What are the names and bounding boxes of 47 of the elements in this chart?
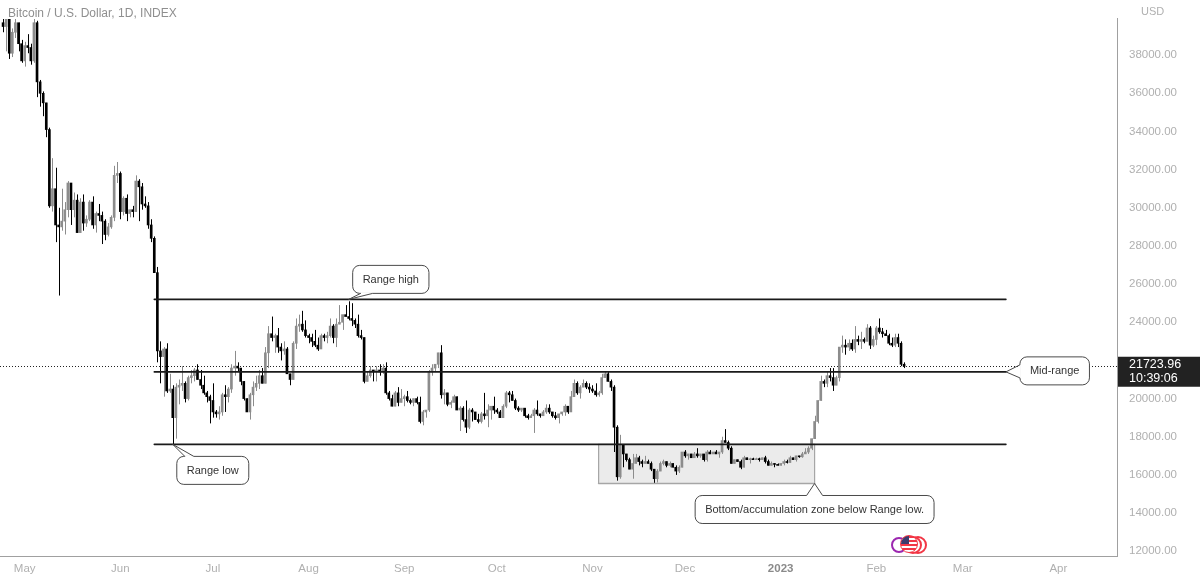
x-tick-label: Apr bbox=[1049, 562, 1068, 575]
y-tick-label: 38000.00 bbox=[1129, 48, 1177, 61]
candlestick bbox=[486, 403, 489, 428]
y-tick-label: 24000.00 bbox=[1129, 315, 1177, 328]
candlestick bbox=[276, 327, 280, 354]
x-tick-label: Nov bbox=[582, 562, 603, 575]
x-tick-label: Jul bbox=[205, 562, 221, 575]
text: 10:39:06 bbox=[1129, 371, 1178, 386]
candlestick bbox=[23, 41, 27, 68]
y-tick-label: 30000.00 bbox=[1129, 200, 1177, 213]
candlestick bbox=[208, 394, 212, 424]
x-tick-label: Dec bbox=[674, 562, 696, 575]
y-tick-label: 16000.00 bbox=[1129, 468, 1177, 481]
candlestick bbox=[162, 346, 165, 398]
x-tick-label: Mar bbox=[952, 562, 973, 575]
chart-title: Bitcoin / U.S. Dollar, 1D, INDEX bbox=[8, 6, 177, 21]
annotation: Mid-range bbox=[1029, 364, 1080, 377]
candlestick bbox=[60, 188, 64, 232]
y-tick-label: 20000.00 bbox=[1129, 391, 1177, 404]
x-tick-label: Aug bbox=[298, 562, 319, 575]
y-axis-title: USD bbox=[1141, 5, 1165, 18]
y-tick-label: 32000.00 bbox=[1129, 162, 1177, 175]
candlestick bbox=[122, 195, 125, 216]
candlestick bbox=[335, 317, 338, 348]
x-tick-label: Oct bbox=[487, 562, 507, 575]
annotation: Range high bbox=[362, 272, 419, 285]
ref-line-label: 21723.96 bbox=[1129, 357, 1182, 372]
candlestick bbox=[91, 195, 94, 230]
annotation: Range low bbox=[186, 463, 239, 476]
annotation: Bottom/accumulation zone below Range low. bbox=[705, 503, 925, 516]
y-tick-label: 14000.00 bbox=[1129, 506, 1177, 519]
y-tick-label: 28000.00 bbox=[1129, 239, 1177, 252]
x-tick-label: Sep bbox=[393, 562, 415, 575]
x-tick-label: 2023 bbox=[767, 562, 794, 575]
y-tick-label: 26000.00 bbox=[1129, 277, 1177, 290]
y-tick-label: 18000.00 bbox=[1129, 429, 1177, 442]
x-tick-label: Feb bbox=[866, 562, 887, 575]
candlestick bbox=[125, 193, 128, 222]
candlestick bbox=[331, 323, 335, 344]
candlestick bbox=[270, 316, 273, 342]
y-tick-label: 34000.00 bbox=[1129, 124, 1177, 137]
candlestick bbox=[51, 157, 54, 213]
x-tick-label: May bbox=[13, 562, 36, 575]
candlestick bbox=[199, 369, 202, 390]
y-tick-label: 36000.00 bbox=[1129, 86, 1177, 99]
x-tick-label: Jun bbox=[111, 562, 130, 575]
y-tick-label: 12000.00 bbox=[1129, 544, 1177, 557]
